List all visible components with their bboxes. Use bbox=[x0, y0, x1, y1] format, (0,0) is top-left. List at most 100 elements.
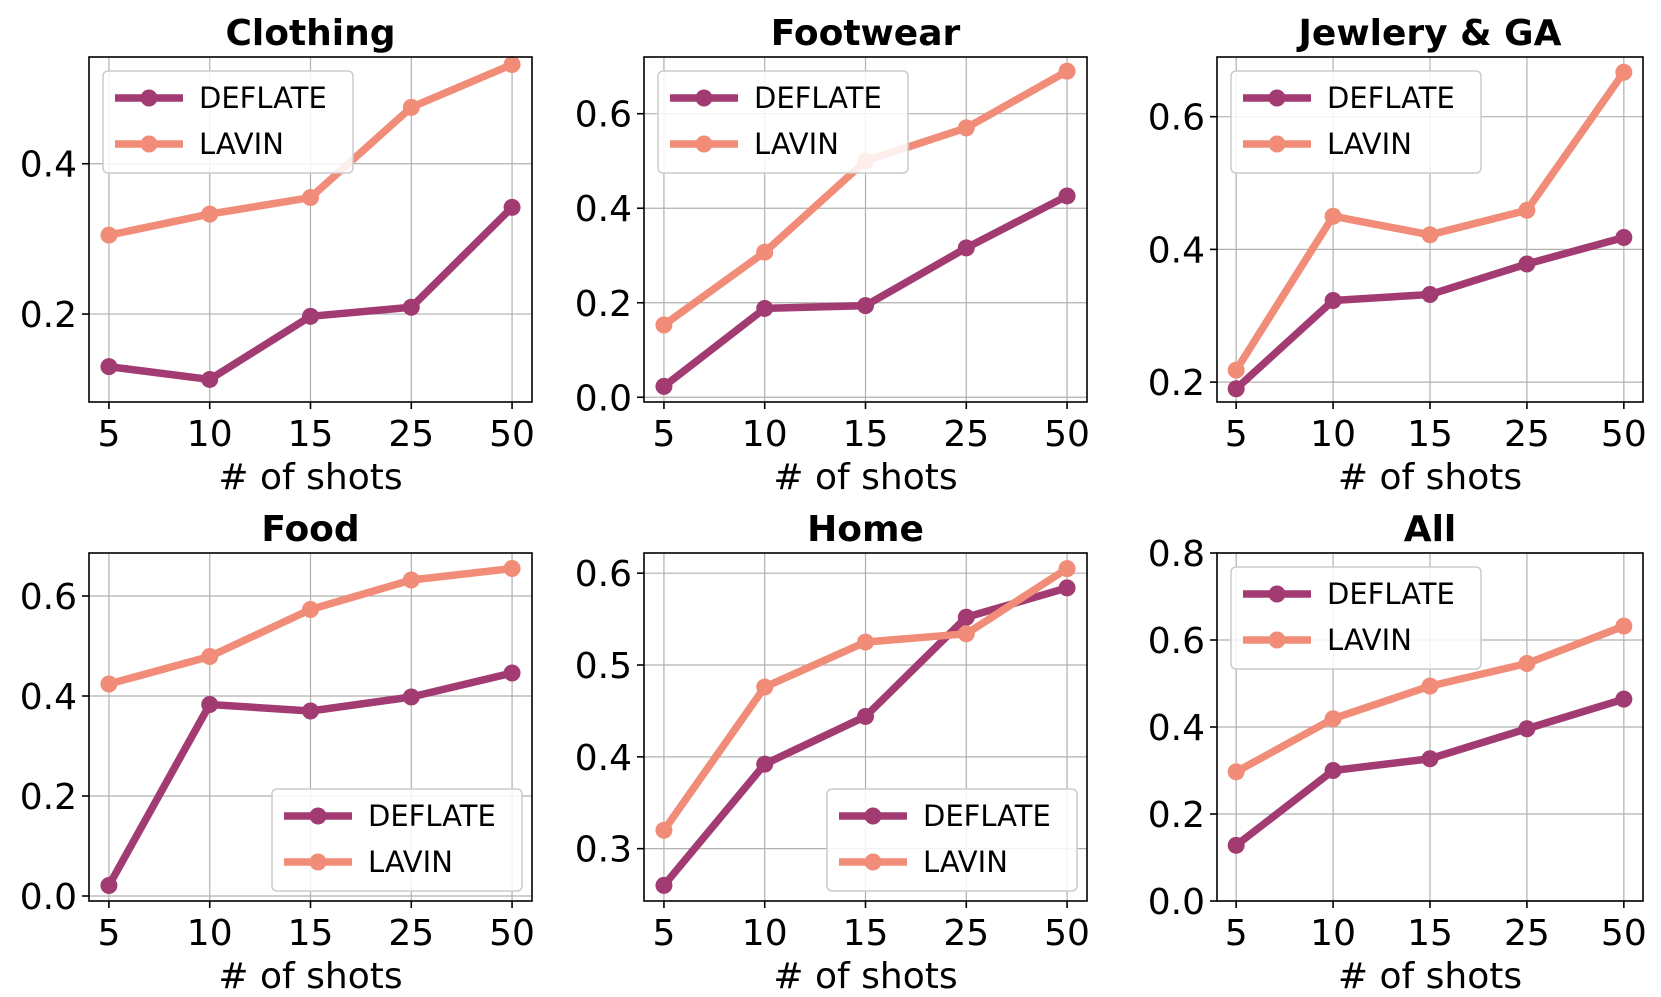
y-tick-label: 0.6 bbox=[1148, 98, 1205, 139]
legend-label: LAVIN bbox=[1327, 127, 1412, 161]
data-point bbox=[402, 98, 420, 116]
y-tick-label: 0.4 bbox=[575, 738, 632, 779]
y-tick-label: 0.2 bbox=[575, 284, 632, 325]
subplot-5: 5 10 15 25 50 0.3 0.4 0.5 0.6 Home # of shots DEFLA… bbox=[575, 509, 1090, 997]
data-point bbox=[1518, 201, 1536, 219]
data-point bbox=[957, 239, 975, 257]
legend-label: LAVIN bbox=[923, 845, 1008, 879]
subplot-2: 5 10 15 25 50 0.0 0.2 0.4 0.6 Footwear # of shots D… bbox=[575, 13, 1090, 498]
data-point bbox=[201, 205, 219, 223]
legend-label: LAVIN bbox=[1327, 623, 1412, 657]
data-point bbox=[1227, 361, 1245, 379]
data-point bbox=[1227, 836, 1245, 854]
x-tick-label: 5 bbox=[652, 414, 675, 455]
legend: DEFLATE LAVIN bbox=[826, 788, 1078, 892]
y-tick-label: 0.0 bbox=[1148, 882, 1205, 923]
x-tick-label: 25 bbox=[943, 913, 989, 954]
data-point bbox=[1518, 654, 1536, 672]
data-point bbox=[201, 370, 219, 388]
data-point bbox=[100, 675, 118, 693]
y-tick-label: 0.4 bbox=[20, 145, 77, 186]
x-tick-label: 10 bbox=[1310, 913, 1356, 954]
series-lavin bbox=[1227, 63, 1633, 379]
x-tick-label: 5 bbox=[1225, 913, 1248, 954]
subplot-title: Food bbox=[261, 509, 359, 550]
x-tick-label: 25 bbox=[388, 913, 434, 954]
series-deflate bbox=[1227, 228, 1633, 398]
legend-marker bbox=[309, 807, 327, 825]
legend-marker bbox=[1268, 585, 1286, 603]
x-tick-label: 50 bbox=[1601, 913, 1647, 954]
series-deflate bbox=[100, 664, 521, 894]
data-point bbox=[201, 648, 219, 665]
data-point bbox=[302, 189, 319, 207]
y-tick-label: 0.8 bbox=[1148, 534, 1205, 575]
data-point bbox=[402, 688, 420, 706]
subplot-6: 5 10 15 25 50 0.0 0.2 0.4 0.6 0.8 All # of shots DEF… bbox=[1148, 509, 1647, 997]
data-point bbox=[857, 707, 874, 725]
data-point bbox=[100, 226, 118, 244]
x-tick-label: 25 bbox=[1504, 913, 1550, 954]
x-tick-label: 50 bbox=[489, 414, 535, 455]
data-point bbox=[1324, 710, 1342, 728]
x-tick-label: 50 bbox=[1044, 913, 1090, 954]
y-tick-label: 0.2 bbox=[20, 777, 77, 818]
data-point bbox=[1324, 207, 1342, 225]
subplot-title: Jewlery & GA bbox=[1296, 13, 1562, 54]
data-point bbox=[1227, 380, 1245, 398]
legend-label: DEFLATE bbox=[1327, 577, 1455, 611]
y-tick-label: 0.6 bbox=[575, 554, 632, 595]
data-point bbox=[503, 664, 521, 682]
data-point bbox=[402, 571, 420, 589]
x-tick-label: 50 bbox=[489, 913, 535, 954]
x-tick-label: 15 bbox=[288, 414, 334, 455]
x-tick-label: 5 bbox=[652, 913, 675, 954]
x-tick-label: 5 bbox=[1225, 414, 1248, 455]
y-tick-label: 0.3 bbox=[575, 830, 632, 871]
legend-label: LAVIN bbox=[754, 127, 839, 161]
legend: DEFLATE LAVIN bbox=[102, 70, 354, 174]
legend-label: DEFLATE bbox=[199, 81, 327, 115]
data-point bbox=[1615, 617, 1633, 635]
y-tick-label: 0.4 bbox=[575, 189, 632, 230]
subplot-3: 5 10 15 25 50 0.2 0.4 0.6 Jewlery & GA # of shots… bbox=[1148, 13, 1647, 498]
x-tick-label: 10 bbox=[1310, 414, 1356, 455]
x-axis-label: # of shots bbox=[773, 457, 957, 498]
subplot-title: Home bbox=[807, 509, 924, 550]
y-tick-label: 0.6 bbox=[575, 95, 632, 136]
subplot-1: 5 10 15 25 50 0.2 0.4 Clothing # of shots DEFLATE… bbox=[20, 13, 535, 498]
data-point bbox=[503, 198, 521, 216]
data-point bbox=[302, 601, 319, 618]
legend-marker bbox=[140, 89, 158, 107]
data-point bbox=[503, 56, 521, 74]
data-point bbox=[201, 696, 219, 713]
data-point bbox=[1227, 763, 1245, 781]
data-point bbox=[756, 678, 774, 696]
legend-marker bbox=[140, 135, 158, 153]
x-tick-label: 10 bbox=[742, 913, 788, 954]
y-tick-label: 0.5 bbox=[575, 646, 632, 687]
data-point bbox=[857, 297, 874, 315]
legend-marker bbox=[695, 89, 713, 107]
legend-label: DEFLATE bbox=[368, 799, 496, 833]
x-tick-label: 15 bbox=[843, 913, 889, 954]
x-tick-label: 10 bbox=[742, 414, 788, 455]
data-point bbox=[655, 876, 673, 894]
y-tick-label: 0.0 bbox=[20, 877, 77, 918]
x-axis-label: # of shots bbox=[218, 457, 402, 498]
y-tick-label: 0.6 bbox=[20, 577, 77, 618]
legend: DEFLATE LAVIN bbox=[271, 788, 523, 892]
data-point bbox=[957, 625, 975, 643]
y-tick-label: 0.0 bbox=[575, 378, 632, 419]
y-tick-label: 0.4 bbox=[1148, 230, 1205, 271]
x-tick-label: 25 bbox=[388, 414, 434, 455]
x-tick-label: 50 bbox=[1044, 414, 1090, 455]
y-tick-label: 0.4 bbox=[1148, 708, 1205, 749]
x-tick-label: 25 bbox=[943, 414, 989, 455]
x-tick-label: 15 bbox=[1407, 913, 1453, 954]
series-lavin bbox=[1227, 617, 1633, 781]
legend-marker bbox=[1268, 135, 1286, 153]
data-point bbox=[655, 316, 673, 334]
x-tick-label: 10 bbox=[187, 913, 233, 954]
